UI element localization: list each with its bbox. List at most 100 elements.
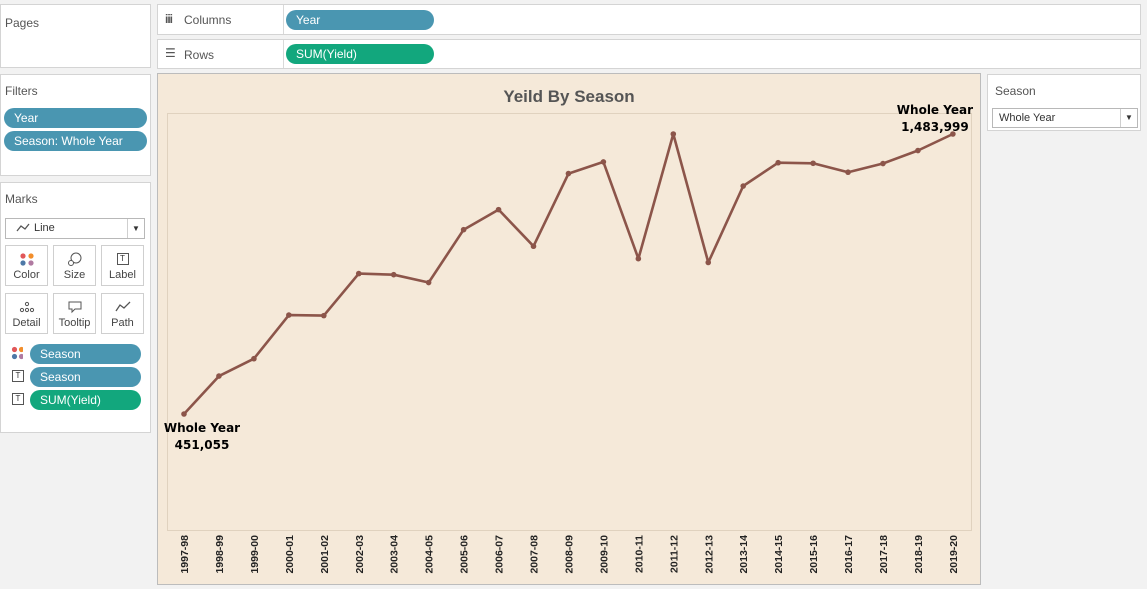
columns-shelf[interactable]: iii Columns Year [157, 4, 1141, 35]
path-icon [102, 299, 143, 315]
x-tick-label: 2012-13 [703, 535, 715, 574]
data-point[interactable] [460, 226, 467, 233]
data-point[interactable] [670, 131, 677, 137]
annotation-series-label: Whole Year [164, 421, 240, 435]
x-tick-label: 1998-99 [214, 535, 226, 574]
label-button-label: Label [109, 269, 136, 281]
tooltip-button-label: Tooltip [58, 317, 91, 329]
season-filter-title: Season [995, 84, 1036, 98]
mark-field-season-color[interactable]: Season [30, 344, 141, 364]
x-tick-label: 2002-03 [354, 535, 366, 574]
detail-dots-icon [6, 299, 47, 315]
filters-title: Filters [5, 84, 38, 98]
data-point[interactable] [355, 270, 362, 277]
text-label-icon: T [12, 393, 24, 405]
shelf-divider [283, 5, 284, 34]
label-button[interactable]: T Label [101, 245, 144, 286]
columns-pill-year[interactable]: Year [286, 10, 434, 30]
rows-pill-sum-yield[interactable]: SUM(Yield) [286, 44, 434, 64]
data-point[interactable] [495, 206, 502, 213]
data-point[interactable] [216, 373, 222, 379]
size-button[interactable]: Size [53, 245, 96, 286]
x-tick-label: 2006-07 [494, 535, 506, 574]
pages-panel[interactable]: Pages [0, 4, 151, 68]
path-button-label: Path [111, 317, 134, 329]
size-button-label: Size [63, 269, 86, 281]
x-tick-label: 2003-04 [389, 535, 401, 574]
season-filter-selected: Whole Year [999, 112, 1056, 124]
chevron-down-icon[interactable]: ▼ [127, 219, 144, 238]
detail-button[interactable]: Detail [5, 293, 48, 334]
data-point[interactable] [251, 355, 257, 362]
x-tick-label: 2013-14 [738, 535, 750, 574]
x-tick-label: 2010-11 [633, 535, 645, 573]
x-tick-label: 2007-08 [529, 535, 541, 574]
x-tick-label: 1997-98 [179, 535, 191, 574]
mark-type-label: Line [34, 222, 55, 234]
x-tick-label: 2017-18 [878, 535, 890, 574]
series-layer [181, 131, 956, 417]
x-tick-label: 2001-02 [319, 535, 331, 574]
text-label-icon: T [102, 251, 143, 267]
color-dots-icon [11, 346, 23, 360]
data-point[interactable] [810, 160, 816, 167]
path-button[interactable]: Path [101, 293, 144, 334]
data-point[interactable] [425, 279, 432, 286]
data-point[interactable] [530, 243, 537, 250]
chart-title: Yeild By Season [503, 87, 634, 106]
data-point[interactable] [286, 312, 292, 318]
x-tick-label: 2008-09 [563, 535, 575, 574]
color-button[interactable]: Color [5, 245, 48, 286]
mark-type-dropdown[interactable]: Line ▼ [5, 218, 145, 239]
rows-icon: ☰ [165, 46, 176, 60]
data-point[interactable] [845, 169, 851, 176]
mark-field-season-label[interactable]: Season [30, 367, 141, 387]
line-chart: Yeild By Season 1997-98 1998-99 1999-00 200… [157, 73, 981, 585]
data-point[interactable] [635, 255, 642, 262]
mark-field-sum-yield[interactable]: SUM(Yield) [30, 390, 141, 410]
marks-panel[interactable]: Marks Line ▼ Color Size T Label Detail T… [0, 182, 151, 433]
data-point[interactable] [705, 259, 712, 266]
x-tick-label: 2016-17 [843, 535, 855, 574]
x-tick-label: 1999-00 [249, 535, 261, 574]
annotation-value-label: 1,483,999 [901, 120, 969, 134]
data-point[interactable] [390, 271, 397, 278]
columns-label: Columns [184, 13, 232, 27]
chevron-down-icon[interactable]: ▼ [1120, 109, 1137, 127]
x-tick-label: 2011-12 [668, 535, 680, 573]
plot-area [167, 113, 972, 531]
x-tick-label: 2000-01 [284, 535, 296, 574]
rows-shelf[interactable]: ☰ Rows SUM(Yield) [157, 39, 1141, 69]
filters-panel[interactable]: Filters Year Season: Whole Year [0, 74, 151, 176]
data-point[interactable] [321, 312, 327, 319]
x-tick-label: 2004-05 [424, 535, 436, 574]
columns-icon: iii [165, 12, 173, 26]
tooltip-button[interactable]: Tooltip [53, 293, 96, 334]
data-point[interactable] [600, 159, 607, 165]
detail-button-label: Detail [12, 317, 41, 329]
filter-pill-season[interactable]: Season: Whole Year [4, 131, 147, 151]
rows-label: Rows [184, 48, 215, 62]
data-point[interactable] [181, 411, 187, 417]
data-point[interactable] [880, 160, 886, 167]
annotations: Whole Year 451,055 Whole Year 1,483,999 [164, 103, 973, 452]
annotation-series-label: Whole Year [897, 103, 973, 117]
color-button-label: Color [13, 269, 40, 281]
pages-title: Pages [5, 16, 40, 30]
data-point[interactable] [775, 159, 781, 166]
data-point[interactable] [915, 147, 921, 154]
season-filter-card[interactable]: Season Whole Year ▼ [987, 74, 1141, 131]
text-label-icon: T [12, 370, 24, 382]
data-point[interactable] [740, 183, 746, 189]
data-point[interactable] [565, 170, 572, 177]
filter-pill-year[interactable]: Year [4, 108, 147, 128]
x-tick-label: 2014-15 [773, 535, 785, 574]
season-filter-dropdown[interactable]: Whole Year ▼ [992, 108, 1138, 128]
x-tick-label: 2019-20 [948, 535, 960, 574]
chart-background [157, 73, 981, 585]
marks-title: Marks [5, 192, 38, 206]
line-mark-icon [16, 223, 30, 232]
data-point[interactable] [950, 131, 956, 137]
x-tick-label: 2015-16 [808, 535, 820, 574]
x-tick-label: 2009-10 [598, 535, 610, 574]
